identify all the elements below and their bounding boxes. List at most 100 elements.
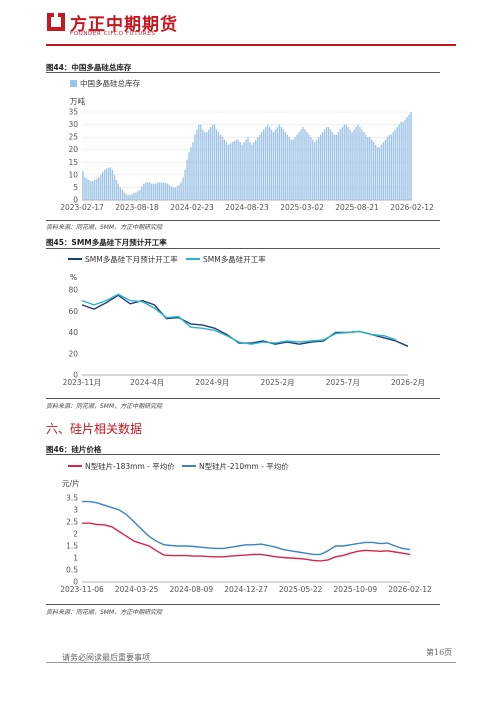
data-bar xyxy=(268,127,271,200)
data-bar xyxy=(204,132,206,200)
data-bar xyxy=(99,174,102,200)
data-bar xyxy=(318,137,320,200)
x-tick-label: 2023-02-17 xyxy=(60,203,104,212)
x-tick-label: 2024-03-25 xyxy=(115,585,159,594)
data-bar xyxy=(227,144,230,200)
figure-46-source: 资料来源：同花顺，SMM，方正中期研究院 xyxy=(46,609,163,616)
data-bar xyxy=(398,124,400,200)
data-bar xyxy=(98,177,100,200)
y-tick-label: 3.5 xyxy=(66,494,78,503)
data-bar xyxy=(200,124,202,200)
data-bar xyxy=(170,186,173,200)
data-bar xyxy=(274,129,277,200)
data-bar xyxy=(88,179,90,200)
data-bar xyxy=(86,178,88,200)
data-bar xyxy=(249,142,251,200)
data-bar xyxy=(263,129,265,200)
data-bar xyxy=(194,134,196,200)
data-bar xyxy=(253,142,255,200)
data-bar xyxy=(396,127,398,200)
data-bar xyxy=(288,137,290,200)
data-bar xyxy=(316,139,318,200)
section-title: 六、硅片相关数据 xyxy=(46,422,143,436)
data-bar xyxy=(202,129,204,200)
axis-unit-label: 万吨 xyxy=(70,96,85,106)
data-bar xyxy=(276,127,279,200)
data-bar xyxy=(310,137,312,200)
data-bar xyxy=(376,147,379,200)
y-tick-label: 80 xyxy=(68,286,78,295)
data-bar xyxy=(209,127,212,200)
data-bar xyxy=(266,124,269,200)
data-bar xyxy=(374,144,377,200)
data-bar xyxy=(337,132,340,200)
data-bar xyxy=(410,112,412,200)
y-tick-label: 2.5 xyxy=(66,518,78,527)
data-bar xyxy=(312,139,314,200)
figure-46-title: 图46：硅片价格 xyxy=(46,445,102,454)
data-bar xyxy=(139,189,141,200)
data-bar xyxy=(329,129,332,200)
data-bar xyxy=(192,142,194,200)
data-bar xyxy=(390,134,393,200)
data-bar xyxy=(190,147,192,200)
legend-label: SMM多晶硅下月预计开工率 xyxy=(85,254,178,264)
data-bar xyxy=(333,134,336,200)
data-bar xyxy=(127,194,129,200)
data-bar xyxy=(408,114,410,200)
data-bar xyxy=(211,124,214,200)
data-bar xyxy=(186,159,188,200)
data-bar xyxy=(151,183,153,200)
data-bar xyxy=(147,182,149,200)
data-bar xyxy=(327,127,330,200)
data-bar xyxy=(264,127,267,200)
x-tick-label: 2025-10-09 xyxy=(334,585,378,594)
data-bar xyxy=(221,137,224,200)
brand-name-cn: 方正中期期货 xyxy=(70,15,178,35)
brand-logo-icon xyxy=(47,13,65,31)
x-tick-label: 2024-4月 xyxy=(130,378,164,387)
data-bar xyxy=(117,183,120,200)
footer-divider xyxy=(46,662,456,663)
data-bar xyxy=(113,174,116,200)
data-bar xyxy=(355,127,357,200)
data-bar xyxy=(284,132,286,200)
data-bar xyxy=(180,182,182,200)
data-bar xyxy=(243,142,245,200)
data-bar xyxy=(378,147,381,200)
data-bar xyxy=(206,132,208,200)
y-tick-label: 15 xyxy=(68,158,78,167)
data-bar xyxy=(351,132,353,200)
figure-45-source: 资料来源：同花顺，SMM，方正中期研究院 xyxy=(46,403,163,410)
data-bar xyxy=(406,117,408,200)
figure-44-top-rule xyxy=(46,72,440,73)
data-bar xyxy=(239,142,241,200)
data-bar xyxy=(261,132,263,200)
data-bar xyxy=(331,132,334,200)
data-bar xyxy=(347,127,349,200)
data-bar xyxy=(365,134,367,200)
legend-swatch xyxy=(70,80,77,87)
x-tick-label: 2024-08-09 xyxy=(170,585,214,594)
data-bar xyxy=(363,132,365,200)
operating-rate-line-chart: SMM多晶硅下月预计开工率 SMM多晶硅开工率% 0 20 40 60 80 2023-11月… xyxy=(63,254,425,387)
y-tick-label: 60 xyxy=(68,307,78,316)
data-bar xyxy=(135,192,137,200)
data-bar xyxy=(294,137,296,200)
x-tick-label: 2025-7月 xyxy=(326,378,360,387)
data-bar xyxy=(292,139,294,200)
series-line-2 xyxy=(82,500,411,556)
data-bar xyxy=(341,127,343,200)
data-bar xyxy=(339,129,341,200)
data-bar xyxy=(82,171,84,200)
data-bar xyxy=(219,134,222,200)
data-bar xyxy=(208,129,210,200)
data-bar xyxy=(335,134,338,200)
data-bar xyxy=(304,129,306,200)
y-tick-label: 20 xyxy=(68,145,78,154)
data-bar xyxy=(402,122,404,200)
x-tick-label: 2026-02-12 xyxy=(388,585,432,594)
axis-unit-label: 元/片 xyxy=(62,478,80,488)
data-bar xyxy=(96,178,98,200)
